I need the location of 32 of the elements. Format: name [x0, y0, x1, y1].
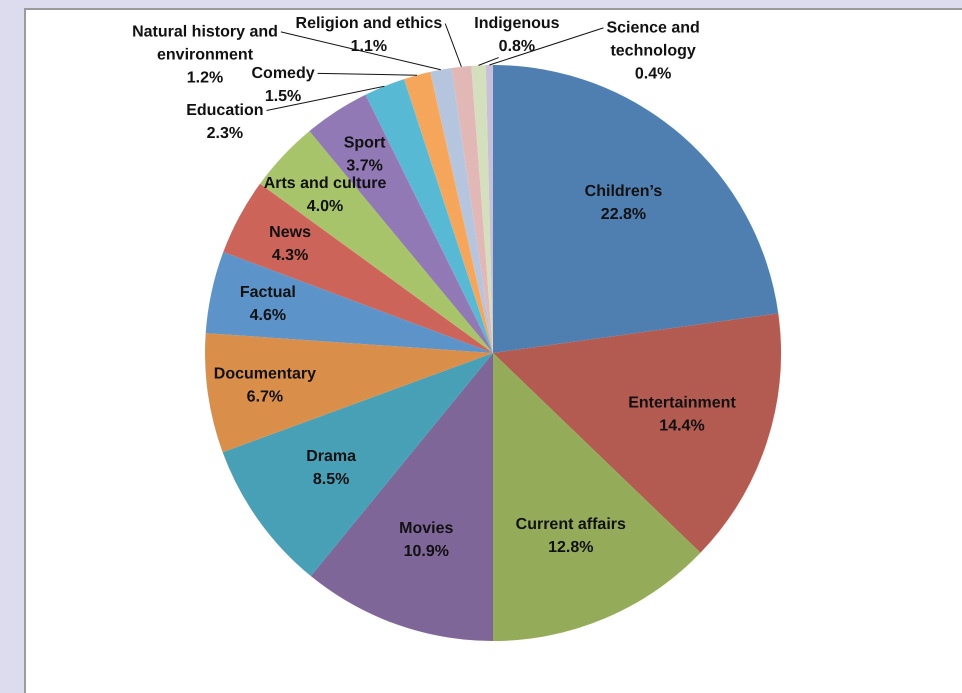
slice-label: Sport	[344, 134, 386, 152]
slice-label: Entertainment	[628, 394, 736, 412]
data-label: 8.5%	[312, 471, 350, 488]
slice-label: Movies	[399, 520, 454, 538]
slice-label: Documentary	[214, 365, 316, 382]
data-label: 0.4%	[634, 65, 672, 82]
data-label: 4.0%	[306, 198, 344, 216]
slice-label: Religion and ethics	[296, 14, 442, 32]
data-label: 4.3%	[272, 246, 308, 264]
data-label: 2.3%	[206, 124, 244, 142]
slice-label: Indigenous	[474, 14, 560, 32]
slice-label: Arts and culture	[264, 175, 386, 192]
data-label: 1.5%	[264, 88, 302, 105]
slice-label: Factual	[240, 284, 296, 302]
data-label: 0.8%	[498, 38, 536, 55]
data-label: 22.8%	[600, 206, 646, 224]
data-label: 6.7%	[246, 388, 284, 406]
slice-label: News	[269, 224, 312, 241]
slice-label: Comedy	[251, 64, 315, 82]
data-label: 1.1%	[350, 38, 388, 55]
data-label: 10.9%	[404, 543, 449, 560]
slice-label: Science and technology	[606, 19, 700, 60]
slice-label: Drama	[306, 448, 356, 466]
data-label: 12.8%	[548, 538, 594, 556]
data-label: 1.2%	[186, 69, 224, 86]
data-label: 14.4%	[659, 417, 705, 434]
slice-label: Current affairs	[516, 516, 626, 533]
data-label: 3.7%	[346, 158, 383, 175]
slice-label: Natural history and environment	[132, 23, 278, 64]
data-label: 4.6%	[250, 307, 286, 324]
slice-label: Education	[186, 102, 264, 119]
slice-label: Children’s	[584, 183, 662, 200]
